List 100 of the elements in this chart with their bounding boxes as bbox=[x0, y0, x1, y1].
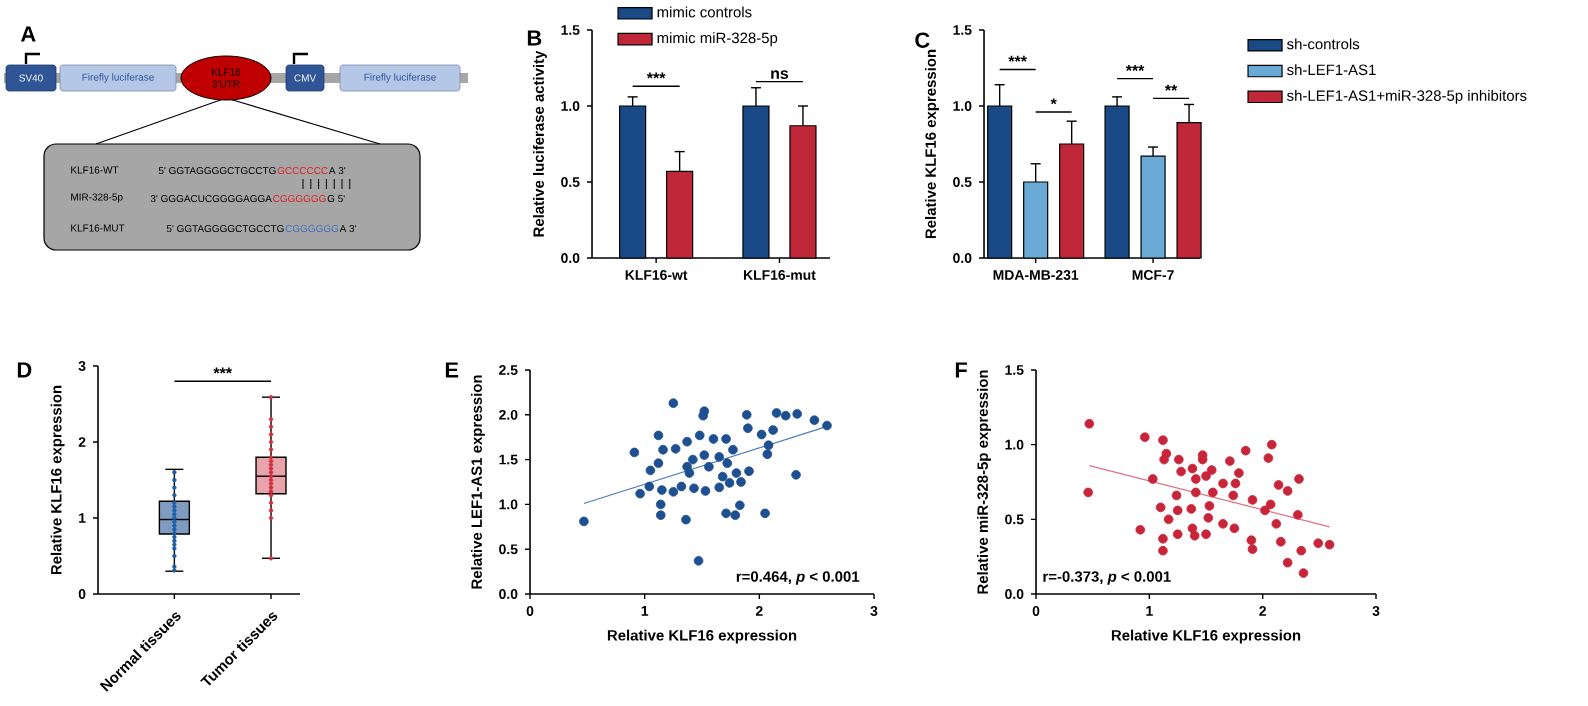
point bbox=[1201, 529, 1211, 540]
point bbox=[1218, 478, 1228, 489]
point bbox=[693, 556, 704, 566]
point bbox=[681, 514, 691, 525]
point bbox=[780, 410, 791, 421]
point bbox=[653, 458, 664, 468]
point bbox=[682, 461, 692, 472]
chart-title: B bbox=[527, 30, 542, 46]
point bbox=[1229, 523, 1240, 534]
point bbox=[1230, 478, 1241, 489]
point bbox=[1191, 487, 1201, 498]
point bbox=[1201, 471, 1211, 481]
chart-title: D bbox=[17, 362, 32, 378]
point bbox=[791, 470, 801, 480]
point bbox=[1084, 418, 1095, 429]
point bbox=[1271, 519, 1282, 529]
point bbox=[645, 465, 656, 476]
point bbox=[1174, 454, 1184, 465]
point bbox=[731, 468, 742, 478]
point bbox=[1135, 524, 1146, 535]
point bbox=[763, 440, 774, 451]
point bbox=[704, 461, 714, 472]
point bbox=[1247, 495, 1258, 505]
point bbox=[1246, 535, 1257, 546]
point bbox=[670, 444, 681, 454]
point bbox=[1276, 536, 1286, 547]
point bbox=[635, 488, 645, 499]
point bbox=[700, 486, 711, 496]
chart-title: F bbox=[955, 362, 967, 378]
chart-title: C bbox=[915, 32, 930, 48]
point bbox=[689, 483, 699, 494]
point bbox=[579, 516, 589, 527]
point bbox=[735, 500, 745, 511]
point bbox=[721, 508, 731, 519]
point bbox=[694, 430, 705, 441]
point bbox=[1158, 533, 1168, 544]
point bbox=[1282, 486, 1293, 496]
point bbox=[1191, 474, 1201, 484]
point bbox=[1189, 530, 1200, 541]
point bbox=[1171, 490, 1182, 501]
point bbox=[714, 482, 725, 493]
point bbox=[1140, 432, 1150, 442]
point bbox=[744, 466, 754, 477]
chart-title: E bbox=[445, 362, 459, 378]
point bbox=[644, 481, 655, 492]
point bbox=[1204, 501, 1215, 511]
point bbox=[1158, 545, 1168, 556]
point bbox=[809, 415, 820, 425]
point bbox=[1163, 514, 1174, 525]
point bbox=[741, 410, 752, 420]
point bbox=[688, 454, 698, 465]
point bbox=[1265, 499, 1276, 510]
point bbox=[1240, 445, 1251, 456]
text: A bbox=[20, 26, 36, 42]
point bbox=[676, 481, 687, 492]
point bbox=[768, 425, 778, 435]
point bbox=[762, 449, 773, 460]
point bbox=[1176, 466, 1186, 477]
point bbox=[743, 423, 753, 434]
point bbox=[1172, 529, 1183, 540]
point bbox=[736, 477, 746, 487]
point bbox=[1206, 465, 1217, 475]
point bbox=[1203, 513, 1214, 523]
point bbox=[668, 487, 679, 497]
point bbox=[1083, 487, 1093, 498]
point bbox=[1324, 539, 1335, 550]
point bbox=[1263, 453, 1274, 463]
point bbox=[1208, 487, 1218, 498]
point bbox=[1186, 504, 1197, 514]
point bbox=[756, 429, 767, 440]
point bbox=[760, 508, 770, 519]
point bbox=[1293, 510, 1303, 520]
point bbox=[1187, 523, 1198, 534]
point bbox=[722, 458, 733, 468]
point bbox=[1172, 505, 1183, 516]
point bbox=[699, 450, 710, 460]
point bbox=[668, 398, 679, 408]
point bbox=[1147, 474, 1158, 484]
point bbox=[1294, 474, 1304, 484]
point bbox=[1155, 502, 1166, 513]
point bbox=[1298, 568, 1309, 578]
point bbox=[1313, 538, 1324, 549]
point bbox=[653, 430, 664, 441]
point bbox=[1273, 480, 1284, 490]
point bbox=[714, 452, 725, 462]
point bbox=[1159, 454, 1169, 465]
point bbox=[771, 408, 782, 418]
point bbox=[1260, 505, 1270, 516]
point bbox=[655, 510, 666, 520]
point bbox=[822, 420, 832, 431]
point bbox=[1187, 463, 1198, 474]
point bbox=[1266, 439, 1277, 450]
point bbox=[629, 447, 640, 458]
point bbox=[1282, 557, 1293, 568]
point bbox=[792, 409, 802, 419]
point bbox=[1158, 435, 1168, 445]
point bbox=[657, 485, 667, 495]
point bbox=[730, 510, 741, 520]
point bbox=[1228, 490, 1239, 501]
point bbox=[1218, 519, 1228, 529]
